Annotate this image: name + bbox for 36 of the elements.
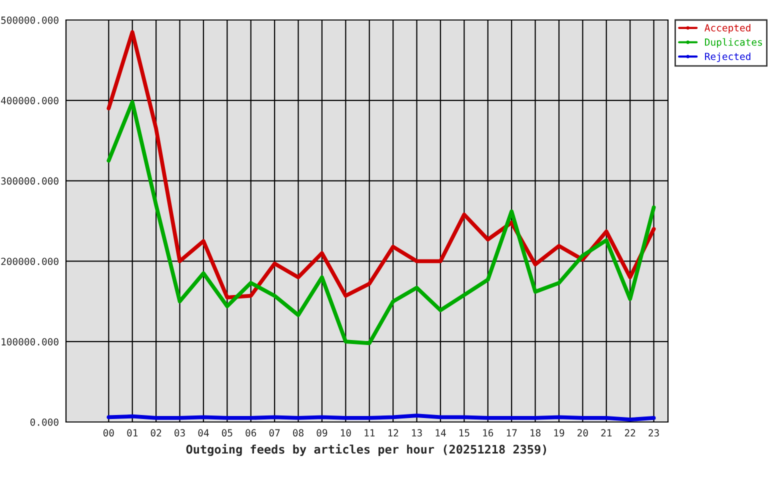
x-tick-label: 22 (624, 429, 636, 436)
y-tick-label: 300000.000 (1, 177, 58, 185)
y-tick-label: 100000.000 (2, 338, 58, 346)
x-tick-label: 18 (530, 429, 541, 437)
x-tick-label: 16 (483, 429, 494, 437)
x-tick-label: 13 (412, 429, 422, 437)
x-tick-label: 08 (293, 429, 304, 437)
x-axis-title: Outgoing feeds by articles per hour (20251218 2359) (186, 444, 546, 456)
x-tick-label: 23 (648, 429, 659, 437)
x-tick-label: 11 (364, 429, 375, 436)
x-tick-label: 10 (340, 429, 351, 437)
y-tick-label: 200000.000 (1, 258, 58, 266)
x-tick-label: 19 (554, 429, 564, 437)
x-tick-label: 03 (174, 429, 185, 437)
y-tick-label: 400000.000 (1, 96, 58, 104)
x-tick-label: 21 (601, 429, 612, 436)
legend-label: Accepted (704, 24, 750, 34)
x-tick-label: 14 (436, 429, 446, 436)
line-series (106, 100, 656, 346)
x-tick-label: 04 (198, 429, 209, 437)
x-tick-label: 00 (103, 429, 114, 437)
x-tick-label: 12 (388, 429, 398, 436)
x-tick-label: 01 (127, 429, 138, 437)
legend-label: Duplicates (705, 38, 762, 48)
x-tick-label: 20 (578, 429, 588, 437)
x-tick-label: 05 (222, 429, 232, 437)
x-tick-label: 07 (269, 429, 280, 437)
x-tick-label: 17 (506, 429, 517, 436)
y-tick-label: 0.000 (30, 418, 58, 426)
x-tick-label: 02 (150, 429, 162, 437)
x-tick-label: 15 (459, 429, 470, 437)
legend-label: Rejected (705, 52, 750, 62)
line-series (106, 30, 656, 300)
x-tick-label: 06 (246, 429, 256, 437)
x-tick-label: 09 (316, 429, 328, 437)
y-tick-label: 500000.000 (1, 16, 58, 24)
